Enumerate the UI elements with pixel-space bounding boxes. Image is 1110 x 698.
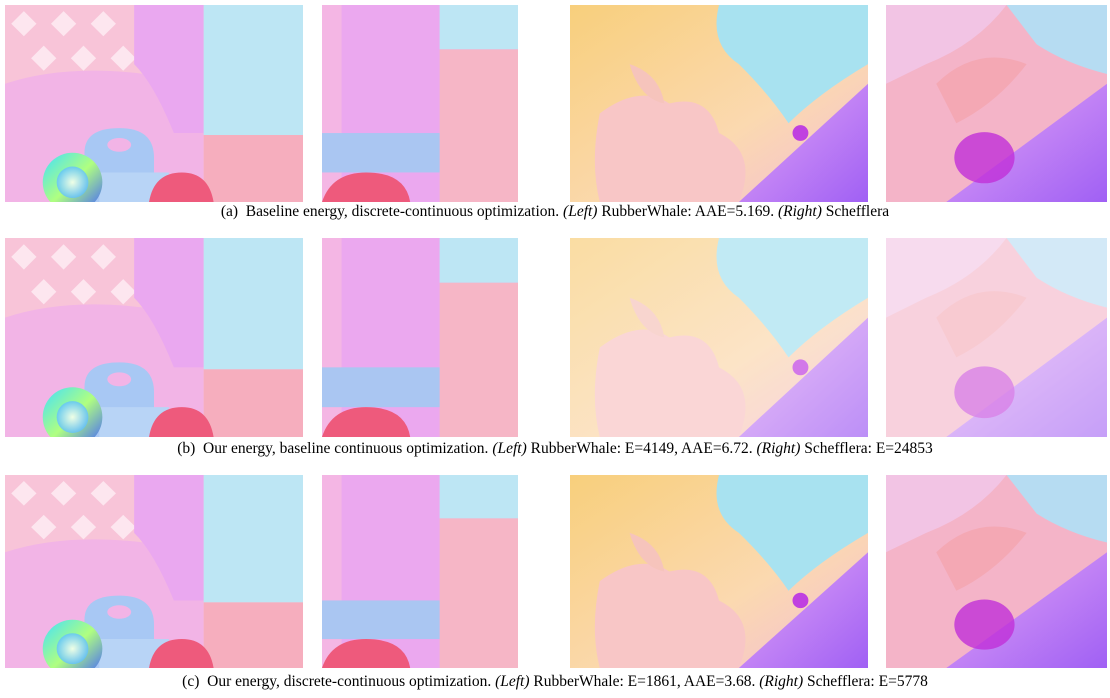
caption: (a) Baseline energy, discrete-continuous… (0, 203, 1110, 221)
flow-image (5, 238, 303, 447)
caption-text: RubberWhale: AAE=5.169. (601, 203, 774, 220)
flow-image (570, 238, 868, 437)
figure-images (0, 0, 1110, 698)
caption-text: Our energy, discrete-continuous optimiza… (207, 673, 491, 690)
caption-tag: (Right) (756, 440, 800, 457)
flow-image (886, 475, 1107, 668)
flow-image (322, 475, 518, 668)
caption-text: Schefflera (826, 203, 889, 220)
caption: (b) Our energy, baseline continuous opti… (0, 440, 1110, 458)
caption-text: RubberWhale: E=4149, AAE=6.72. (531, 440, 753, 457)
caption-label: (c) (182, 673, 199, 690)
flow-image (570, 475, 868, 668)
caption-tag: (Right) (759, 673, 803, 690)
page: {"figure": {"rows": [ {"label": "(a)", "… (0, 0, 1110, 698)
flow-image (322, 5, 518, 202)
flow-image (5, 475, 303, 678)
flow-image (570, 5, 868, 202)
caption-tag: (Right) (778, 203, 822, 220)
flow-image (886, 238, 1107, 437)
caption-tag: (Left) (563, 203, 597, 220)
caption: (c) Our energy, discrete-continuous opti… (0, 673, 1110, 691)
caption-text: Schefflera: E=5778 (807, 673, 928, 690)
flow-image (5, 5, 303, 212)
caption-tag: (Left) (492, 440, 526, 457)
flow-image (886, 5, 1107, 202)
caption-text: Schefflera: E=24853 (804, 440, 933, 457)
caption-text: RubberWhale: E=1861, AAE=3.68. (533, 673, 755, 690)
caption-tag: (Left) (495, 673, 529, 690)
caption-label: (a) (221, 203, 238, 220)
caption-label: (b) (177, 440, 195, 457)
flow-image (322, 238, 518, 437)
caption-text: Baseline energy, discrete-continuous opt… (246, 203, 559, 220)
caption-text: Our energy, baseline continuous optimiza… (203, 440, 488, 457)
